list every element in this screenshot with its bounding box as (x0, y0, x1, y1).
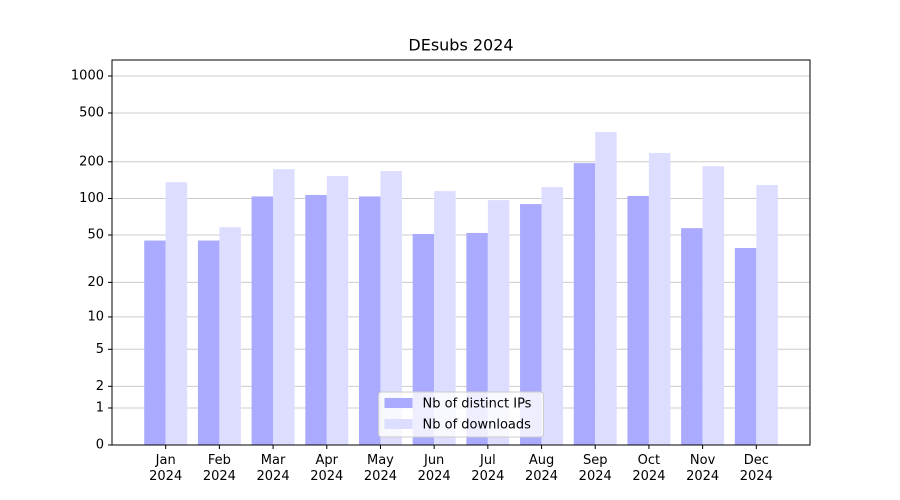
x-tick-label: Oct 2024 (632, 453, 666, 484)
bar (487, 200, 510, 445)
legend-box (378, 391, 544, 438)
y-tick-label: 10 (87, 309, 104, 324)
legend-swatch (384, 398, 413, 408)
bar (326, 175, 349, 445)
x-tick-label: Feb 2024 (202, 453, 236, 484)
bar (648, 152, 671, 445)
bar (251, 196, 274, 445)
bar (734, 247, 757, 445)
bar (197, 240, 220, 445)
x-tick-label: Nov 2024 (686, 453, 720, 484)
y-tick-label: 500 (79, 105, 104, 120)
x-tick-label: Mar 2024 (256, 453, 290, 484)
bar (144, 240, 166, 445)
y-tick-label: 0 (96, 438, 104, 453)
bar (541, 187, 564, 445)
legend-label: Nb of distinct IPs (423, 397, 532, 412)
y-tick-label: 20 (87, 275, 104, 290)
bar (702, 166, 725, 445)
bar (380, 171, 402, 445)
bar (165, 182, 188, 445)
bar (627, 195, 649, 445)
x-tick-label: Dec 2024 (739, 453, 773, 484)
x-tick-label: May 2024 (363, 453, 397, 484)
bar (756, 185, 778, 445)
x-tick-label: Jun 2024 (417, 453, 451, 484)
y-tick-label: 1000 (71, 69, 104, 84)
y-tick-label: 100 (79, 191, 104, 206)
x-tick-label: Aug 2024 (524, 453, 559, 484)
x-tick-label: Jul 2024 (471, 453, 505, 484)
bar (273, 169, 295, 445)
plot-frame (111, 59, 811, 446)
bar (681, 228, 703, 445)
bar (305, 194, 327, 445)
legend-label: Nb of downloads (423, 418, 532, 433)
y-tick-label: 5 (96, 342, 104, 357)
y-tick-label: 2 (96, 379, 104, 394)
bar (595, 131, 617, 446)
y-tick-label: 200 (79, 154, 104, 169)
y-tick-label: 50 (87, 228, 104, 243)
bar (434, 191, 456, 445)
bar (520, 204, 542, 445)
x-tick-label: Apr 2024 (310, 453, 344, 484)
legend-swatch (384, 419, 413, 429)
y-tick-label: 1 (96, 400, 104, 415)
x-tick-label: Jan 2024 (149, 453, 183, 484)
chart-title: DEsubs 2024 (408, 36, 513, 55)
bar (358, 196, 381, 445)
bar (573, 163, 596, 446)
x-tick-label: Sep 2024 (578, 453, 612, 484)
bar (219, 227, 241, 445)
